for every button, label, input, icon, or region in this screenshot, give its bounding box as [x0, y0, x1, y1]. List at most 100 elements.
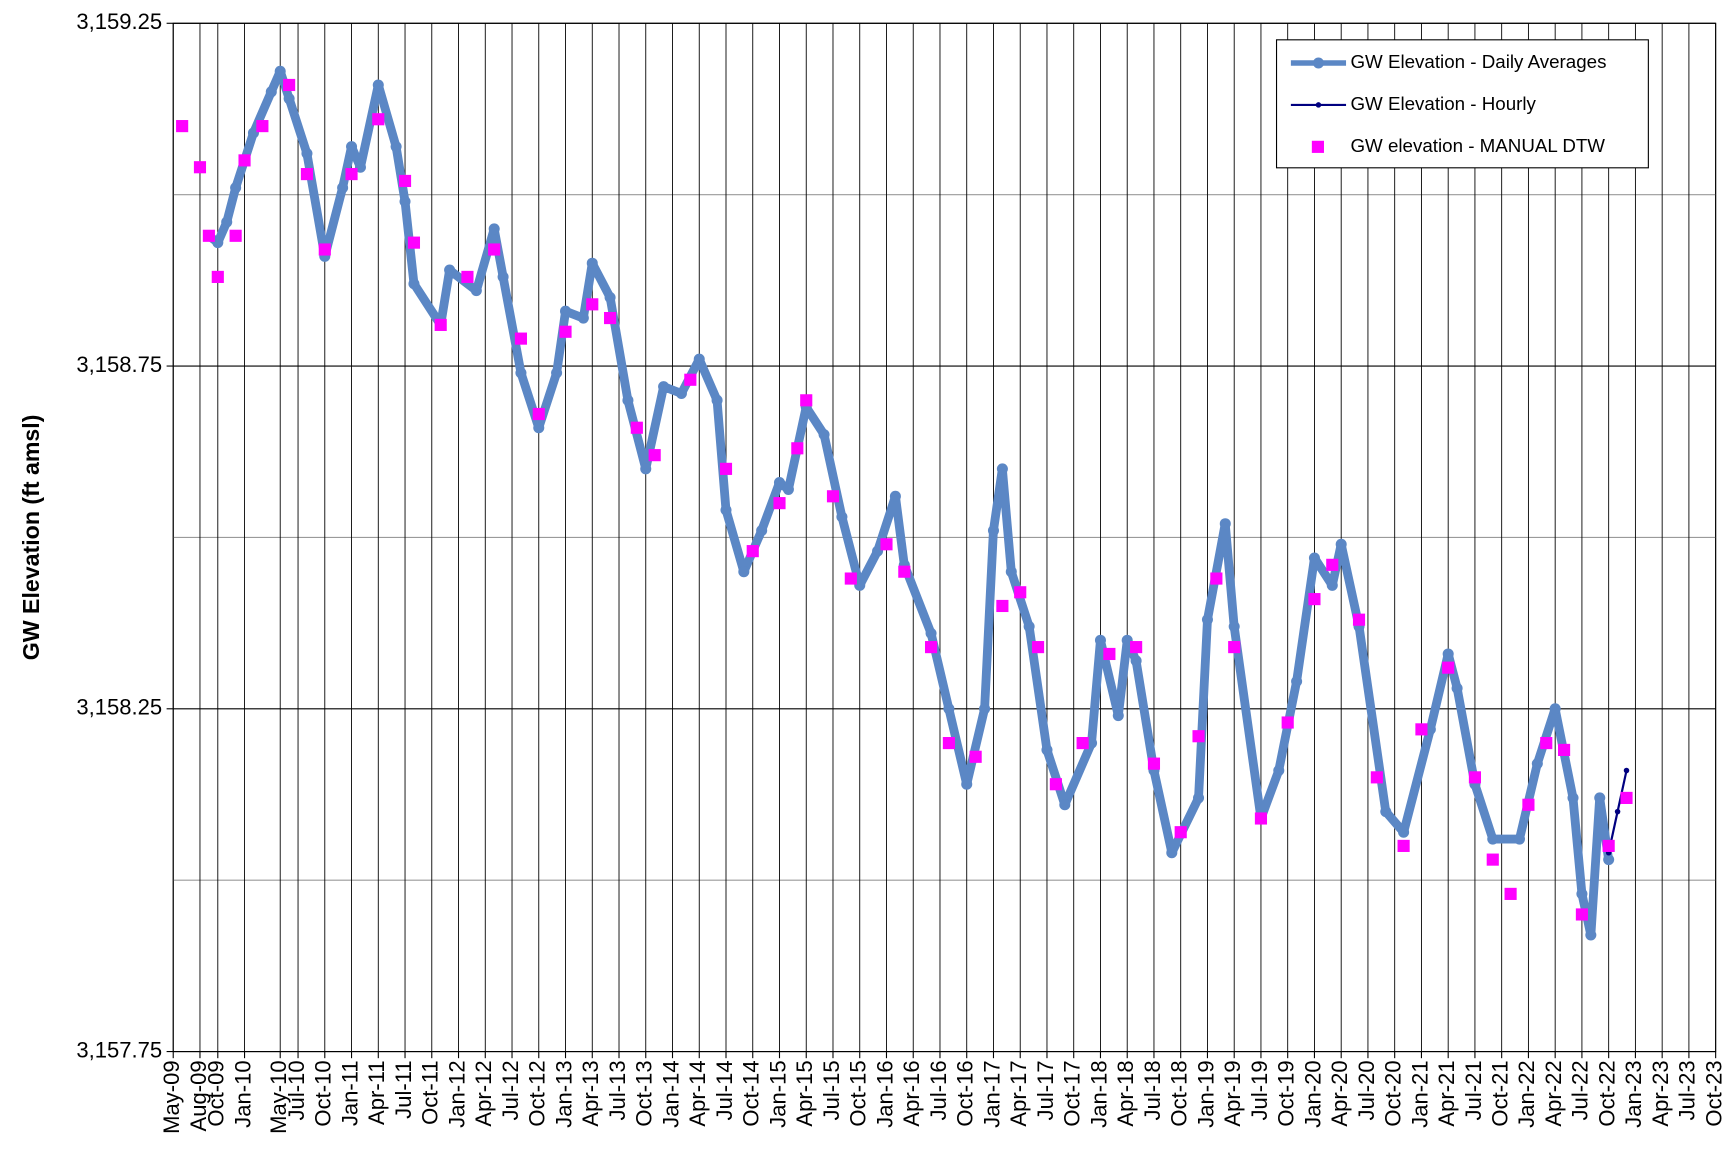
manual-point: [791, 442, 804, 455]
y-axis-label: GW Elevation (ft amsl): [18, 415, 44, 661]
manual-point: [1540, 737, 1553, 750]
point: [230, 182, 242, 194]
manual-point: [1130, 641, 1143, 654]
x-tick-label: Jan-18: [1086, 1060, 1111, 1127]
x-tick-label: Apr-15: [792, 1060, 817, 1126]
point: [1424, 723, 1436, 735]
x-tick-label: Oct-13: [632, 1060, 657, 1126]
point: [1585, 929, 1597, 941]
point: [756, 525, 768, 537]
manual-point: [1415, 723, 1428, 736]
point: [560, 305, 572, 317]
manual-point: [211, 270, 224, 283]
point: [889, 490, 901, 502]
point: [274, 65, 286, 77]
point: [1094, 634, 1106, 646]
manual-point: [1147, 757, 1161, 770]
x-tick-label: Jul-11: [391, 1060, 416, 1118]
manual-point: [773, 497, 786, 510]
point: [622, 394, 634, 406]
point: [1567, 792, 1579, 804]
x-tick-label: Apr-11: [364, 1060, 389, 1125]
point: [693, 353, 705, 365]
x-tick-label: Jul-23: [1675, 1060, 1700, 1120]
manual-point: [800, 394, 813, 407]
x-tick-label: Jan-11: [337, 1060, 362, 1126]
point: [1335, 538, 1347, 550]
manual-point: [844, 572, 857, 585]
point: [943, 703, 955, 715]
point: [1193, 792, 1205, 804]
legend-label: GW Elevation - Daily Averages: [1350, 51, 1606, 72]
x-tick-label: Apr-13: [578, 1060, 603, 1126]
manual-point: [176, 120, 189, 133]
point: [979, 703, 991, 715]
point: [408, 278, 420, 290]
point: [854, 579, 866, 591]
manual-point: [1352, 613, 1366, 626]
x-tick-label: Aug-09: [186, 1060, 211, 1131]
manual-point: [1602, 839, 1615, 852]
manual-point: [648, 449, 661, 462]
x-tick-label: Jan-10: [230, 1060, 255, 1127]
point: [372, 79, 384, 91]
point: [1086, 737, 1098, 749]
point: [1594, 792, 1606, 804]
x-tick-label: Oct-21: [1488, 1060, 1513, 1126]
legend-marker: [1312, 57, 1324, 69]
point: [390, 141, 402, 153]
manual-point: [880, 538, 893, 551]
x-tick-label: May-10: [266, 1060, 291, 1134]
point: [497, 271, 509, 283]
point: [1228, 621, 1240, 633]
manual-point: [969, 750, 982, 763]
point: [301, 148, 313, 160]
manual-point: [1308, 593, 1321, 606]
point: [1576, 888, 1588, 900]
x-tick-label: Apr-22: [1541, 1060, 1566, 1126]
manual-point: [256, 120, 269, 133]
x-tick-label: Oct-17: [1060, 1060, 1085, 1126]
manual-point: [1228, 641, 1241, 654]
manual-point: [1014, 586, 1027, 599]
manual-point: [434, 318, 447, 331]
manual-point: [1210, 572, 1223, 585]
manual-point: [1174, 826, 1187, 839]
manual-point: [1192, 730, 1205, 743]
manual-point: [1049, 778, 1062, 791]
point: [1291, 675, 1303, 687]
manual-point: [532, 407, 545, 421]
manual-point: [996, 599, 1009, 613]
x-tick-label: Jul-16: [926, 1060, 951, 1120]
y-tick-label: 3,158.75: [76, 352, 162, 377]
manual-point: [1076, 737, 1089, 750]
manual-point: [488, 243, 501, 256]
manual-point: [630, 421, 643, 434]
manual-point: [345, 168, 358, 181]
manual-point: [719, 462, 733, 475]
x-tick-label: Jan-22: [1514, 1060, 1539, 1127]
x-tick-label: Oct-12: [525, 1060, 550, 1126]
x-tick-label: Oct-20: [1381, 1060, 1406, 1126]
manual-point: [604, 311, 617, 325]
manual-point: [398, 174, 412, 188]
point: [1326, 579, 1338, 591]
legend-marker: [1315, 102, 1322, 108]
manual-point: [1522, 798, 1535, 811]
manual-point: [300, 168, 314, 181]
x-tick-label: Oct-15: [846, 1060, 871, 1126]
manual-point: [1281, 716, 1294, 729]
x-tick-label: Apr-21: [1434, 1060, 1459, 1126]
manual-point: [318, 243, 331, 256]
manual-point: [746, 545, 759, 558]
point: [640, 463, 652, 475]
point: [773, 477, 786, 489]
point: [488, 223, 500, 235]
x-tick-label: Jul-15: [819, 1060, 844, 1120]
manual-point: [1254, 812, 1268, 825]
manual-point: [1620, 791, 1633, 804]
point: [586, 257, 598, 269]
manual-point: [684, 373, 697, 386]
legend-swatch: [1311, 140, 1324, 153]
